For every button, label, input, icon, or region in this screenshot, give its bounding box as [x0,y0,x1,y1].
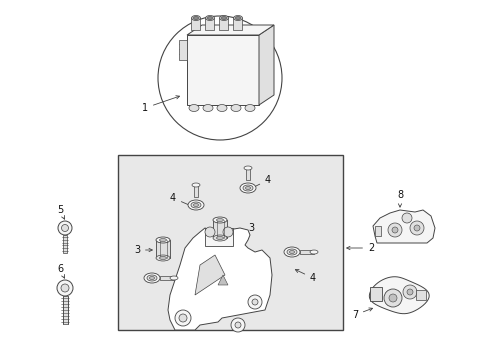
Ellipse shape [289,251,294,253]
Polygon shape [372,210,434,243]
Ellipse shape [286,249,296,255]
Ellipse shape [216,237,223,239]
Ellipse shape [230,104,241,112]
Bar [219,18,227,30]
Bar [156,240,170,258]
Circle shape [179,314,186,322]
Bar [204,18,214,30]
Ellipse shape [156,237,170,243]
Circle shape [388,294,396,302]
Ellipse shape [187,200,203,210]
Ellipse shape [233,15,242,21]
Circle shape [158,16,282,140]
Ellipse shape [245,186,250,189]
Bar [369,287,381,301]
Circle shape [383,289,401,307]
Circle shape [57,280,73,296]
Ellipse shape [203,104,213,112]
Bar [194,185,198,197]
Polygon shape [368,277,428,314]
Bar [118,155,342,330]
Ellipse shape [213,217,226,223]
Ellipse shape [216,219,223,221]
Bar [186,35,259,105]
Ellipse shape [159,256,166,260]
Ellipse shape [149,276,154,279]
Ellipse shape [189,104,199,112]
Ellipse shape [207,17,212,19]
Text: 4: 4 [169,193,192,207]
Circle shape [413,225,419,231]
Ellipse shape [219,15,228,21]
Bar [204,228,232,246]
Bar [374,226,380,236]
Bar [159,240,166,258]
Ellipse shape [244,166,251,170]
Ellipse shape [191,202,201,208]
Circle shape [230,318,244,332]
Text: 3: 3 [134,245,152,255]
Ellipse shape [170,276,178,280]
Ellipse shape [205,15,214,21]
Bar [216,220,223,238]
Ellipse shape [156,255,170,261]
Ellipse shape [240,183,256,193]
Bar [160,276,174,280]
Circle shape [247,295,262,309]
Text: 2: 2 [346,243,373,253]
Ellipse shape [143,273,160,283]
Ellipse shape [193,203,198,207]
Text: 4: 4 [251,175,270,188]
Text: 1: 1 [142,96,179,113]
Circle shape [61,225,68,231]
Circle shape [235,322,241,328]
Polygon shape [259,25,273,105]
Ellipse shape [217,104,226,112]
Circle shape [251,299,258,305]
Bar [63,235,67,253]
Circle shape [223,227,232,237]
Circle shape [402,285,416,299]
Ellipse shape [284,247,299,257]
Bar [213,220,226,238]
Circle shape [401,213,411,223]
Text: 3: 3 [231,223,254,233]
Ellipse shape [235,17,240,19]
Text: 5: 5 [57,205,64,219]
Ellipse shape [244,104,254,112]
Ellipse shape [191,15,200,21]
Circle shape [391,227,397,233]
Bar [299,250,313,254]
Polygon shape [168,228,271,330]
Ellipse shape [309,250,317,254]
Ellipse shape [193,17,198,19]
Circle shape [61,284,69,292]
Circle shape [409,221,423,235]
Circle shape [204,227,215,237]
Bar [232,18,242,30]
Bar [191,18,200,30]
Ellipse shape [147,275,157,281]
Ellipse shape [221,17,226,19]
Bar [62,296,67,324]
Circle shape [387,223,401,237]
Text: 7: 7 [351,308,372,320]
Bar [179,40,186,60]
Text: 4: 4 [295,270,315,283]
Ellipse shape [192,183,200,187]
Circle shape [58,221,72,235]
Text: 6: 6 [57,264,64,278]
Text: 8: 8 [396,190,402,207]
Circle shape [406,289,412,295]
Polygon shape [186,25,273,35]
Bar [245,168,249,180]
Bar [415,290,425,300]
Ellipse shape [243,185,252,191]
Ellipse shape [213,235,226,241]
Polygon shape [195,255,224,295]
Circle shape [175,310,191,326]
Ellipse shape [159,239,166,242]
Polygon shape [218,275,227,285]
